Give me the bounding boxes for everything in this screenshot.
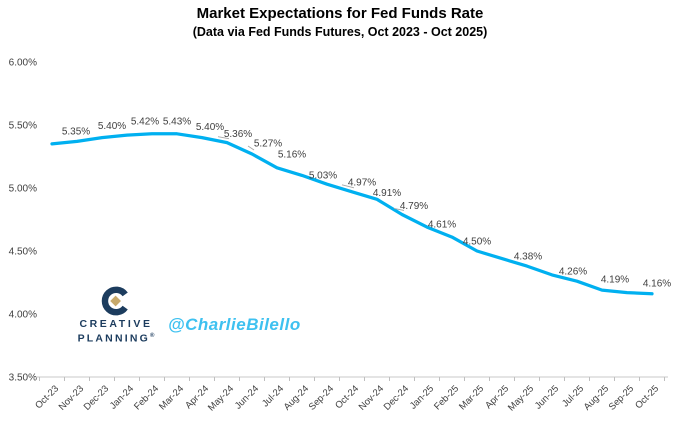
data-label: 4.19% xyxy=(601,275,629,286)
x-axis-tick-label: Aug-25 xyxy=(582,383,611,412)
data-label: 4.16% xyxy=(643,278,671,289)
chart-title: Market Expectations for Fed Funds Rate xyxy=(196,5,484,22)
x-axis-tick-label: Feb-24 xyxy=(132,383,161,412)
creative-planning-logo: CREATIVE PLANNING® xyxy=(64,286,168,345)
y-axis-tick-label: 6.00% xyxy=(9,58,37,69)
x-axis-tick-label: Feb-25 xyxy=(432,383,461,412)
data-label-leader xyxy=(341,184,355,189)
data-label: 4.50% xyxy=(463,237,491,248)
data-label: 5.40% xyxy=(98,121,126,132)
creative-planning-logo-icon xyxy=(101,286,128,316)
x-axis-tick-label: Jan-25 xyxy=(408,383,436,411)
y-axis-tick-label: 4.50% xyxy=(9,247,37,258)
y-axis-tick-label: 5.00% xyxy=(9,184,37,195)
data-label-leader xyxy=(217,136,230,140)
x-axis-tick-label: Oct-24 xyxy=(333,383,361,411)
data-label: 5.36% xyxy=(224,129,252,140)
x-axis-tick-label: Sep-24 xyxy=(307,383,336,412)
data-label: 5.43% xyxy=(163,116,191,127)
data-label: 5.40% xyxy=(196,122,224,133)
x-axis-tick-label: Dec-23 xyxy=(82,383,111,412)
data-label: 4.61% xyxy=(428,220,456,231)
x-axis-tick-label: Aug-24 xyxy=(282,383,311,412)
registered-mark: ® xyxy=(150,333,155,339)
watermark-handle: @CharlieBilello xyxy=(168,315,301,334)
data-label: 5.35% xyxy=(62,126,90,137)
data-label: 4.38% xyxy=(514,252,542,263)
chart-subtitle: (Data via Fed Funds Futures, Oct 2023 - … xyxy=(192,25,488,39)
data-label-leader xyxy=(247,145,255,151)
x-axis-tick-label: Nov-23 xyxy=(57,383,86,412)
x-axis-tick-label: Jun-24 xyxy=(233,383,261,411)
chart-header: Market Expectations for Fed Funds Rate (… xyxy=(0,5,680,40)
logo-text-creative: CREATIVE xyxy=(79,318,153,330)
x-axis-tick-label: Dec-24 xyxy=(382,383,411,412)
x-axis-tick-label: Oct-25 xyxy=(633,383,661,411)
x-axis-tick-label: May-25 xyxy=(506,383,536,413)
y-axis-tick-label: 3.50% xyxy=(9,373,37,384)
data-label: 5.42% xyxy=(131,117,159,128)
x-axis-tick-label: May-24 xyxy=(206,383,236,413)
logo-text-planning: PLANNING® xyxy=(77,332,155,345)
x-axis-tick-label: Mar-25 xyxy=(457,383,486,412)
data-label: 5.27% xyxy=(254,138,282,149)
x-axis-tick-label: Jun-25 xyxy=(533,383,561,411)
x-axis-tick-label: Mar-24 xyxy=(157,383,186,412)
y-axis-tick-label: 5.50% xyxy=(9,121,37,132)
rate-line xyxy=(50,132,654,296)
data-label: 4.91% xyxy=(373,188,401,199)
x-axis-tick-label: Sep-25 xyxy=(607,383,636,412)
data-label-leader xyxy=(393,208,405,211)
x-axis-tick-label: Nov-24 xyxy=(357,383,386,412)
data-label: 4.79% xyxy=(400,201,428,212)
x-axis-tick-label: Jan-24 xyxy=(108,383,136,411)
data-label: 5.16% xyxy=(278,149,306,160)
data-label: 5.03% xyxy=(309,171,337,182)
y-axis-tick-label: 4.00% xyxy=(9,310,37,321)
data-label: 4.26% xyxy=(559,267,587,278)
data-label: 4.97% xyxy=(348,177,376,188)
logo-diamond-icon xyxy=(110,295,121,307)
x-axis-tick-label: Oct-23 xyxy=(33,383,61,411)
